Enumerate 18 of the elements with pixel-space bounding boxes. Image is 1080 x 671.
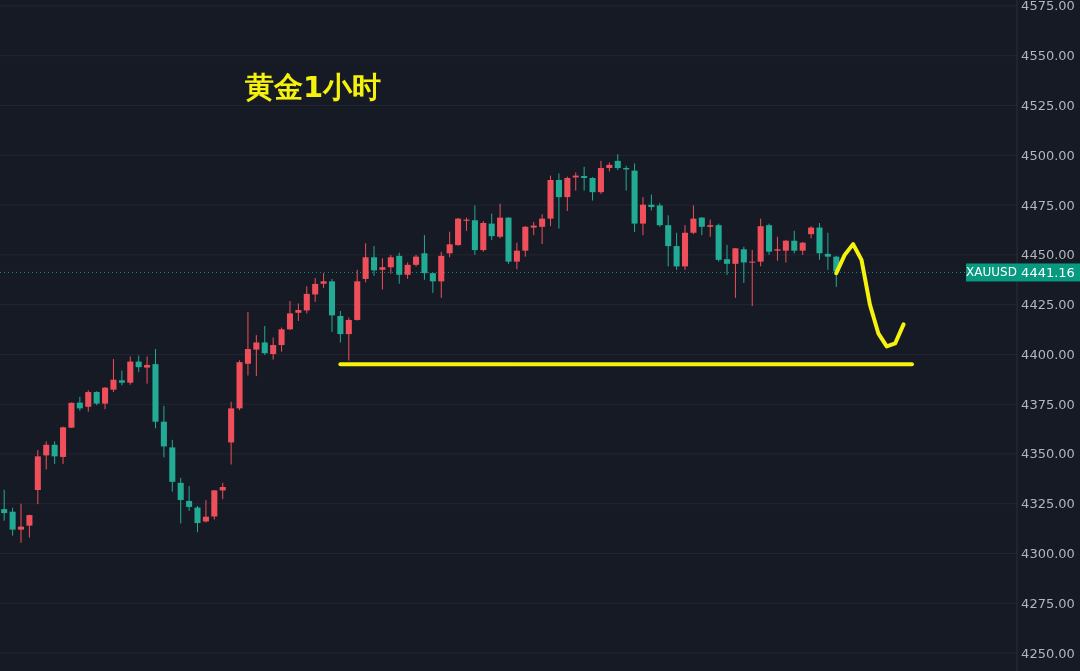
ref-line-label: XAUUSD xyxy=(966,265,1017,280)
text: 4441.16 xyxy=(1021,264,1075,280)
y-tick-label: 4575.00 xyxy=(1021,0,1075,14)
line-series xyxy=(834,242,906,349)
y-tick-label: 4450.00 xyxy=(1021,247,1075,263)
y-tick-label: 4250.00 xyxy=(1021,645,1075,661)
y-tick-label: 4550.00 xyxy=(1021,48,1075,64)
y-tick-label: 4325.00 xyxy=(1021,496,1075,512)
y-tick-label: 4350.00 xyxy=(1021,446,1075,462)
y-tick-label: 4375.00 xyxy=(1021,396,1075,412)
y-tick-label: 4475.00 xyxy=(1021,197,1075,213)
y-tick-label: 4275.00 xyxy=(1021,595,1075,611)
y-tick-label: 4525.00 xyxy=(1021,98,1075,114)
y-tick-label: 4425.00 xyxy=(1021,297,1075,313)
y-tick-label: 4400.00 xyxy=(1021,346,1075,362)
y-tick-label: 4500.00 xyxy=(1021,147,1075,163)
y-tick-label: 4300.00 xyxy=(1021,546,1075,562)
text: 黄金1小时 xyxy=(244,70,382,104)
